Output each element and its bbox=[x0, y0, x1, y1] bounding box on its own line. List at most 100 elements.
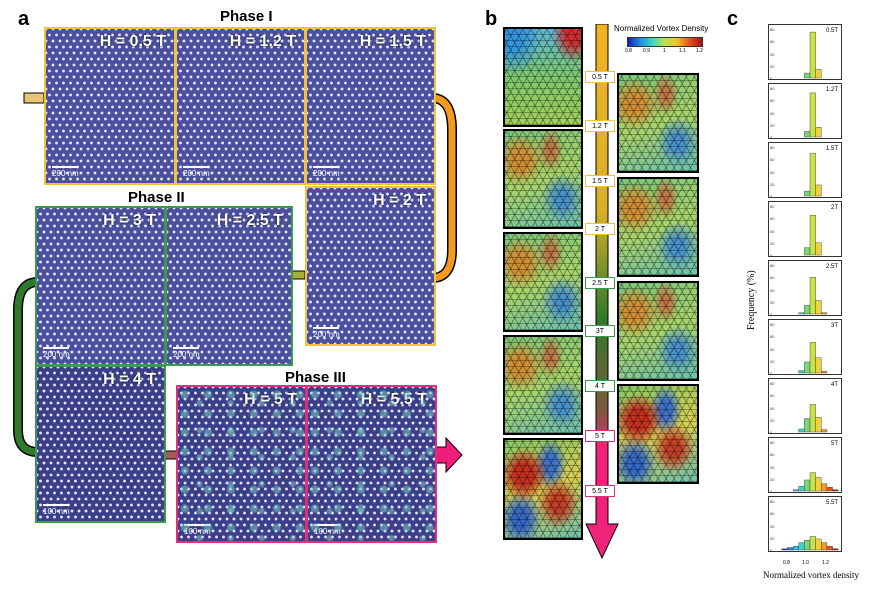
histogram-bar bbox=[826, 487, 833, 492]
histogram-bar bbox=[798, 542, 805, 551]
y-tick: 80 bbox=[770, 86, 775, 91]
histogram-bar bbox=[821, 542, 828, 551]
field-label: H = 5 T bbox=[244, 391, 297, 408]
y-tick: 40 bbox=[770, 405, 775, 411]
field-tag: 1.2 T bbox=[585, 120, 615, 132]
y-tick: 60 bbox=[770, 334, 775, 340]
histogram-bar bbox=[804, 131, 811, 138]
histogram-bar bbox=[798, 485, 805, 492]
histogram-field-label: 3T bbox=[830, 323, 838, 329]
field-tag: 4 T bbox=[585, 380, 615, 392]
histogram-bar bbox=[821, 312, 828, 315]
micrograph-1p5T: H = 1.5 T 200 nm bbox=[305, 27, 436, 185]
density-map-2T bbox=[617, 177, 699, 277]
histogram-plot bbox=[792, 472, 839, 492]
histogram-6: 0 20 40 60 80 3T bbox=[768, 319, 842, 376]
histogram-bar bbox=[804, 247, 811, 256]
histogram-bar bbox=[787, 547, 794, 551]
micrograph-5T: H = 5 T 100 nm bbox=[176, 385, 307, 543]
histogram-field-label: 2.5T bbox=[825, 264, 838, 270]
histogram-bar bbox=[826, 546, 833, 551]
histogram-plot bbox=[798, 404, 828, 433]
histogram-bar bbox=[792, 546, 799, 551]
y-tick: 0 bbox=[770, 194, 773, 199]
histogram-plot bbox=[804, 214, 822, 256]
histogram-bar bbox=[809, 152, 816, 197]
panel-letter-a: a bbox=[18, 8, 30, 30]
y-tick: 0 bbox=[770, 489, 773, 494]
colorbar bbox=[627, 37, 703, 47]
histogram-bar bbox=[804, 479, 811, 492]
y-tick: 20 bbox=[770, 417, 775, 423]
field-label: H = 1.5 T bbox=[359, 33, 426, 50]
panel-letter-c: c bbox=[727, 8, 739, 30]
y-tick: 0 bbox=[770, 253, 773, 258]
histogram-bar bbox=[821, 370, 828, 374]
histogram-2: 0 20 40 60 80 1.2T bbox=[768, 83, 842, 140]
y-tick: 60 bbox=[770, 98, 775, 104]
y-tick: 20 bbox=[770, 535, 775, 541]
colorbar-tick: 1.2 bbox=[696, 48, 703, 54]
y-tick: 0 bbox=[770, 548, 773, 553]
micrograph-4T: H = 4 T 100 nm bbox=[35, 365, 166, 523]
field-arrow bbox=[585, 24, 619, 560]
histogram-bar bbox=[809, 404, 816, 433]
y-tick: 80 bbox=[770, 145, 775, 150]
density-map-1p2T bbox=[617, 73, 699, 173]
histogram-bar bbox=[798, 370, 805, 374]
histogram-bar bbox=[798, 312, 805, 315]
micrograph-2p5T: H = 2.5 T 200 nm bbox=[165, 206, 293, 366]
density-map-3T bbox=[617, 281, 699, 381]
histogram-field-label: 2T bbox=[830, 205, 838, 211]
histogram-plot bbox=[804, 31, 822, 79]
micrograph-2T: H = 2 T 200 nm bbox=[305, 186, 436, 346]
phase-title-1: Phase I bbox=[220, 8, 273, 25]
histogram-field-label: 1.2T bbox=[825, 87, 838, 93]
density-map-2p5T bbox=[503, 232, 583, 332]
colorbar-title: Normalized Vortex Density bbox=[614, 24, 709, 33]
histogram-bar bbox=[809, 31, 816, 79]
y-tick: 0 bbox=[770, 76, 773, 81]
y-tick: 60 bbox=[770, 216, 775, 222]
y-tick: 40 bbox=[770, 110, 775, 116]
histogram-bar bbox=[815, 477, 822, 492]
field-tag: 1.5 T bbox=[585, 175, 615, 187]
x-tick: 1.2 bbox=[822, 560, 829, 566]
histogram-bar bbox=[804, 305, 811, 315]
y-tick: 60 bbox=[770, 452, 775, 458]
scale-bar: 100 nm bbox=[314, 524, 341, 536]
scale-bar: 200 nm bbox=[173, 347, 200, 359]
scale-bar: 100 nm bbox=[43, 504, 70, 516]
histogram-plot bbox=[804, 92, 822, 138]
density-map-1p5T bbox=[503, 129, 583, 229]
y-tick: 60 bbox=[770, 511, 775, 517]
histogram-bar bbox=[821, 483, 828, 492]
histogram-bar bbox=[809, 277, 816, 315]
density-map-5p5T bbox=[503, 438, 583, 540]
histogram-4: 0 20 40 60 80 2T bbox=[768, 201, 842, 258]
density-map-0p5T bbox=[503, 27, 583, 127]
histogram-bar bbox=[815, 69, 822, 79]
histogram-5: 0 20 40 60 80 2.5T bbox=[768, 260, 842, 317]
y-tick: 0 bbox=[770, 371, 773, 376]
phase-path-arrows bbox=[13, 92, 463, 474]
y-tick: 60 bbox=[770, 393, 775, 399]
scale-bar: 200 nm bbox=[313, 166, 340, 178]
histogram-7: 0 20 40 60 80 4T bbox=[768, 378, 842, 435]
panel-letter-b: b bbox=[485, 8, 498, 30]
histogram-bar bbox=[832, 548, 839, 551]
histogram-bar bbox=[815, 184, 822, 197]
micrograph-3T: H = 3 T 200 nm bbox=[35, 206, 166, 366]
histogram-bar bbox=[815, 242, 822, 256]
colorbar-tick: 1.1 bbox=[679, 48, 686, 54]
colorbar-tick: 0.8 bbox=[625, 48, 632, 54]
histogram-bar bbox=[832, 489, 839, 492]
y-tick: 40 bbox=[770, 346, 775, 352]
y-tick: 0 bbox=[770, 312, 773, 317]
histogram-field-label: 5T bbox=[830, 441, 838, 447]
histogram-bar bbox=[815, 127, 822, 138]
histogram-bar bbox=[792, 489, 799, 492]
y-tick: 80 bbox=[770, 27, 775, 32]
micrograph-0p5T: H = 0.5 T 200 nm bbox=[44, 27, 176, 185]
histogram-bar bbox=[815, 300, 822, 315]
